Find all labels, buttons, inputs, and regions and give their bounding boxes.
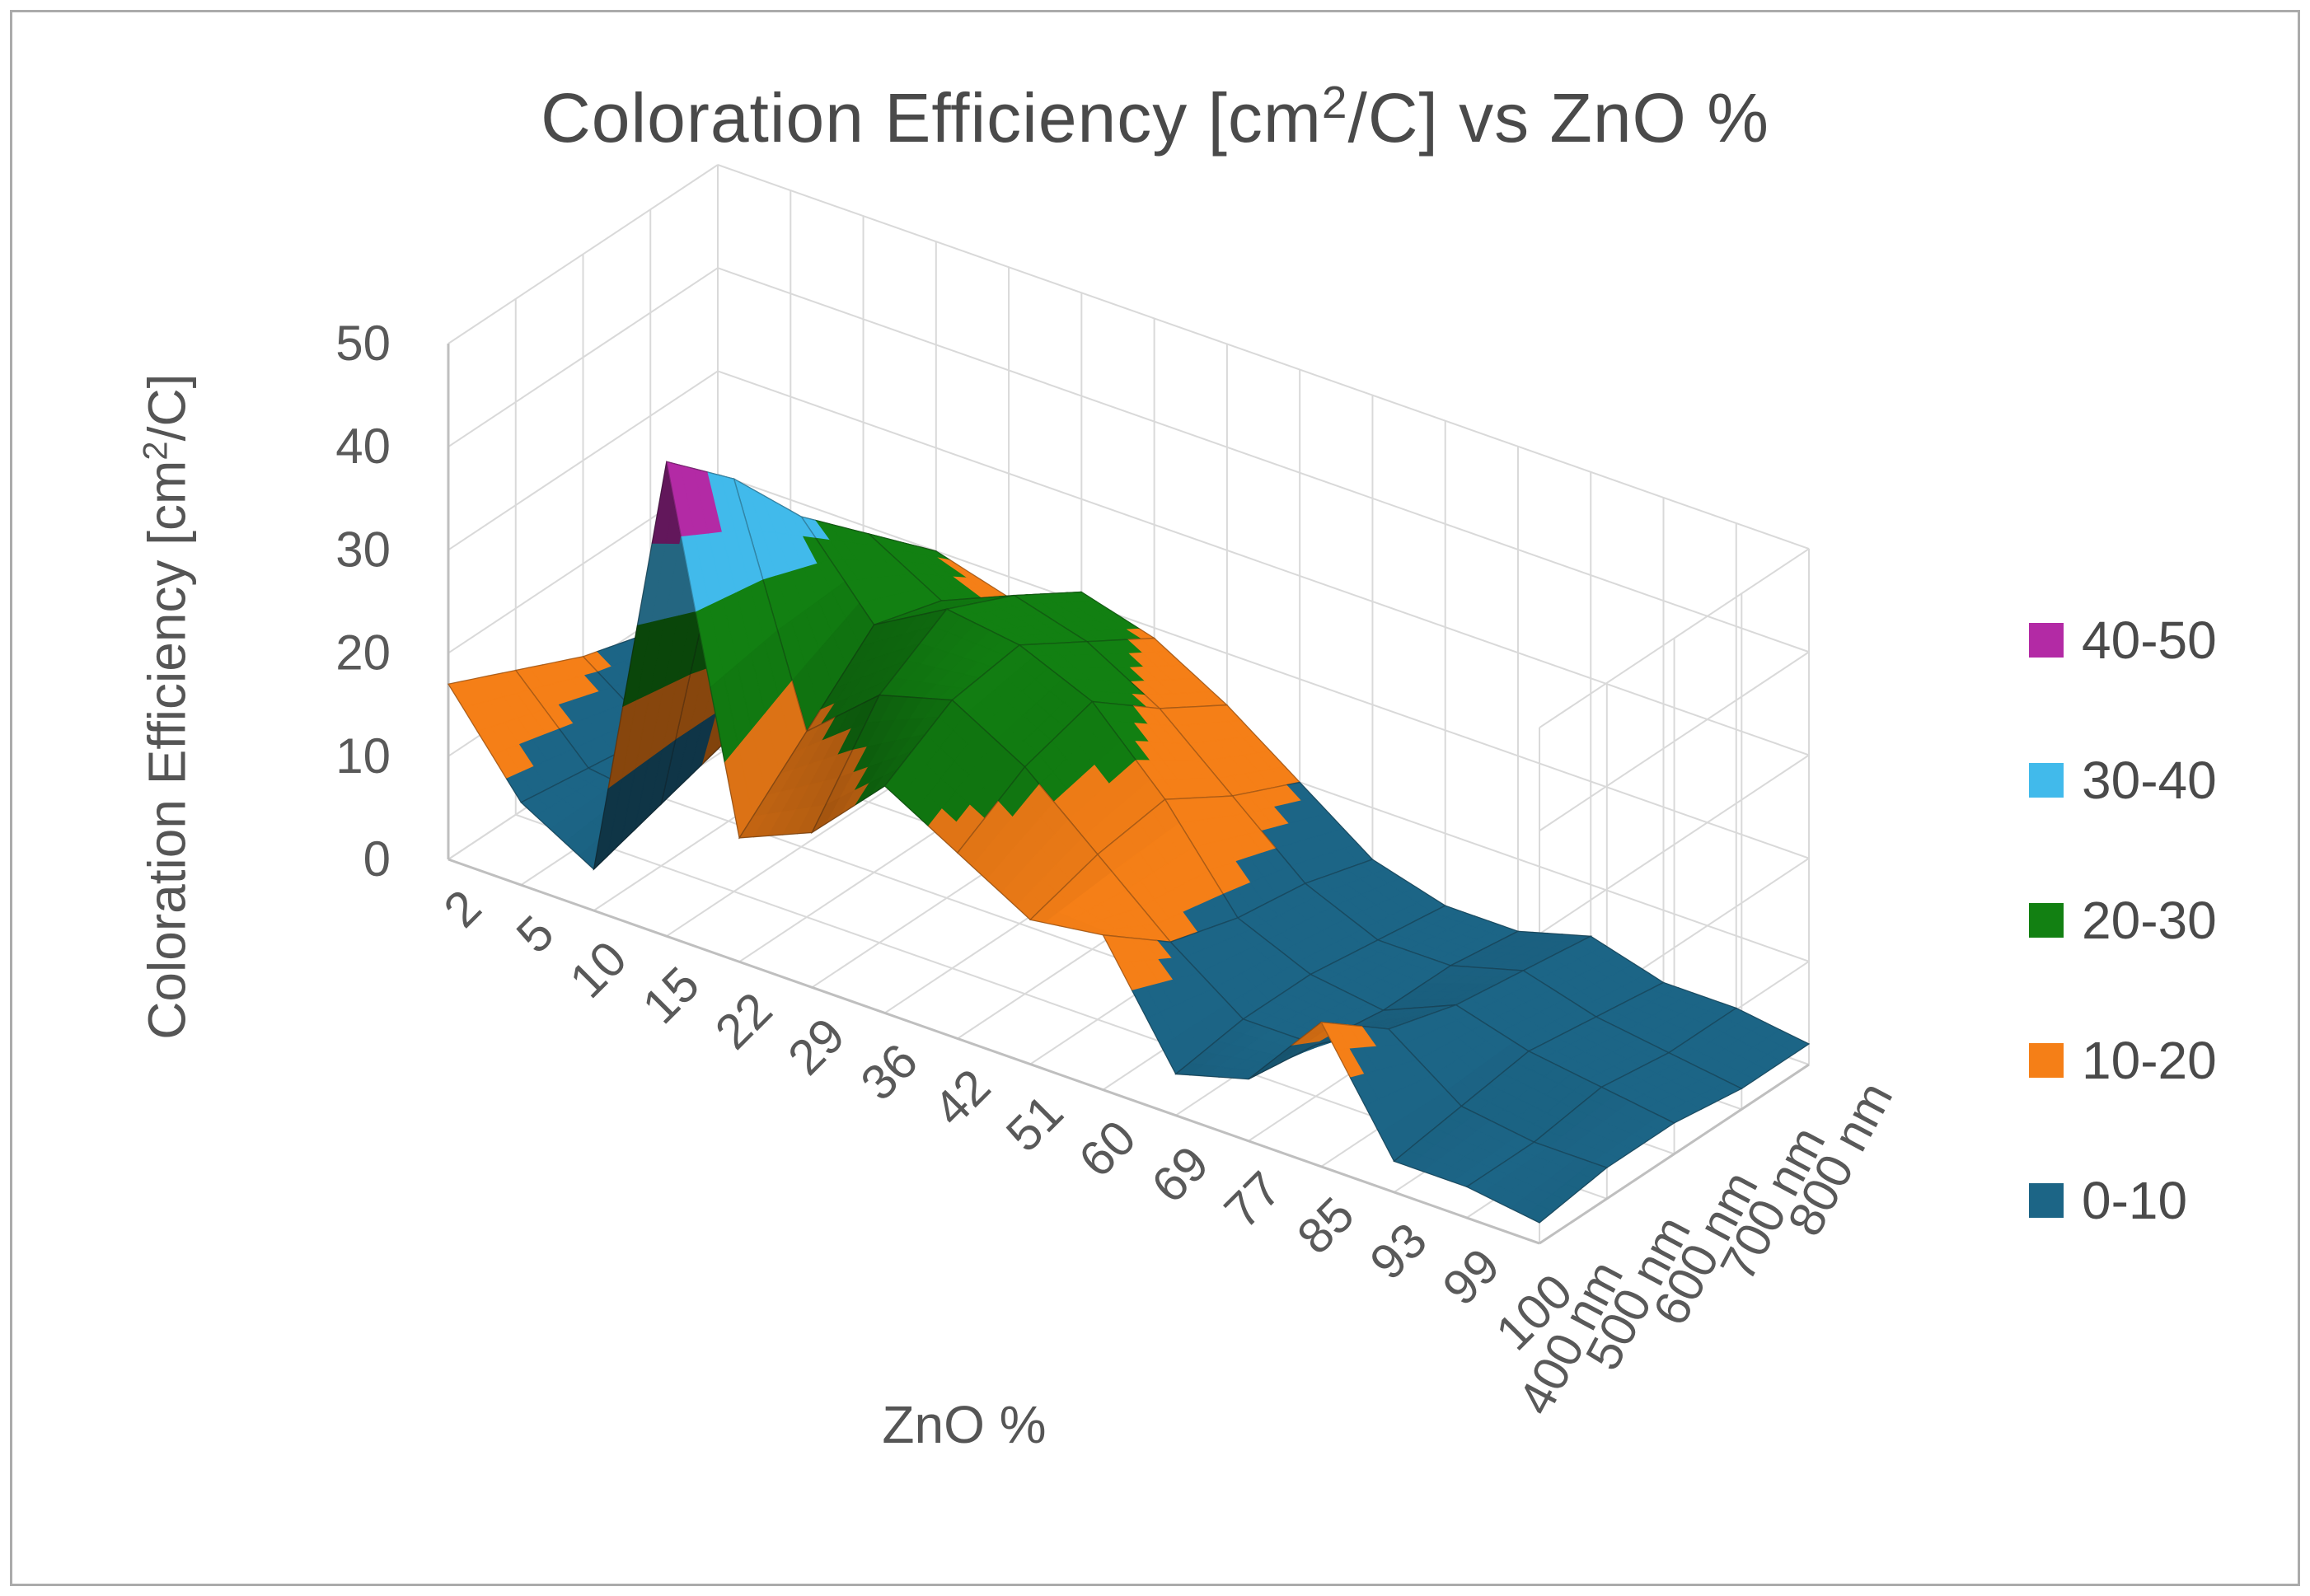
legend-label: 0-10 [2082,1171,2188,1230]
surface-cell [1533,1086,1675,1168]
legend-label: 40-50 [2082,611,2217,670]
grid-line [717,370,1810,756]
surface-cell [1169,917,1312,1020]
z-tick-label: 50 [335,316,391,371]
surface-cell [1448,930,1593,971]
surface-facet [1524,1204,1554,1224]
surface-cell [956,765,1099,921]
surface-cell [868,533,1011,601]
x-tick-label: 2 [433,879,492,938]
grid-line [447,370,719,551]
grid-line [1539,1063,1810,1245]
grid-line [1539,651,1810,832]
surface-cell [665,461,808,840]
x-tick-label: 69 [1141,1135,1220,1214]
surface-cell [733,477,875,733]
surface-cell [1231,781,1374,885]
surface-cell [1667,1007,1811,1090]
chart-title-pre: Coloration Efficiency [cm [541,79,1322,157]
grid-line [447,858,1540,1245]
x-tick-label: 51 [996,1084,1074,1163]
legend-label: 20-30 [2082,891,2217,950]
surface-cell [1522,935,1665,1018]
legend-item-30-40[interactable]: 30-40 [2029,750,2217,811]
x-tick-label: 5 [506,905,565,963]
surface-cell [1164,795,1306,919]
surface-mesh [447,461,1811,1224]
legend-swatch-icon [2029,763,2064,798]
x-tick-label: 10 [559,930,637,1009]
grid-line [1539,548,1810,728]
surface-cell [1380,965,1526,1012]
surface-cell [1465,1141,1609,1224]
chart-title-post: /C] vs ZnO % [1347,79,1769,157]
legend-item-10-20[interactable]: 10-20 [2029,1030,2217,1091]
grid-line [717,473,1810,859]
surface-cell [1102,934,1244,1075]
surface-cell [1158,704,1301,797]
z-tick-label: 20 [335,625,391,681]
grid-line [1539,754,1810,935]
legend-item-40-50[interactable]: 40-50 [2029,610,2217,671]
legend-item-0-10[interactable]: 0-10 [2029,1170,2217,1231]
surface-cell [1387,1004,1530,1107]
x-tick-label: 15 [632,956,710,1034]
grid-line [717,164,1810,550]
surface-cell-outline [1465,1141,1609,1224]
grid-line [447,164,719,344]
surface-cell [1304,859,1447,941]
surface-cell [1090,700,1234,800]
surface-cell [1024,700,1166,855]
surface-cell [1455,970,1598,1052]
chart-title-sup: 2 [1321,77,1348,128]
surface-cell [799,515,943,626]
x-tick-label: 93 [1359,1212,1437,1290]
surface-cell [447,669,590,803]
x-tick-label: 99 [1432,1238,1511,1316]
z-tick-label: 40 [335,419,391,474]
x-tick-label: 42 [923,1059,1001,1137]
x-tick-label: 29 [777,1008,855,1086]
z-tick-label: 10 [335,728,391,784]
x-tick-label: 36 [850,1033,929,1112]
legend-swatch-icon [2029,623,2064,658]
legend-label: 10-20 [2082,1031,2217,1090]
legend-label: 30-40 [2082,751,2217,810]
chart-title: Coloration Efficiency [cm2/C] vs ZnO % [0,76,2310,158]
legend: 40-50 30-40 20-30 10-20 0-10 [2029,610,2217,1231]
surface-cell [738,694,881,839]
x-tick-label: 22 [705,982,783,1060]
surface-cell [951,644,1094,768]
surface-cell [1028,853,1172,943]
chart-border [10,10,2300,1586]
legend-swatch-icon [2029,903,2064,938]
surface-cell [804,608,949,733]
surface-cell [514,656,657,770]
x-axis-title: ZnO % [882,1395,1047,1454]
legend-item-20-30[interactable]: 20-30 [2029,890,2217,951]
x-tick-label: 60 [1068,1110,1146,1188]
x-tick-label: 85 [1286,1186,1365,1265]
z-tick-label: 0 [363,831,391,887]
x-tick-label: 77 [1214,1161,1292,1239]
grid-line [717,267,1810,653]
surface-cell [810,694,954,835]
surface-cell [1319,1021,1463,1163]
surface-cell [1174,1018,1318,1080]
z-tick-label: 30 [335,522,391,577]
legend-swatch-icon [2029,1043,2064,1078]
grid-line [447,267,719,448]
legend-swatch-icon [2029,1183,2064,1218]
